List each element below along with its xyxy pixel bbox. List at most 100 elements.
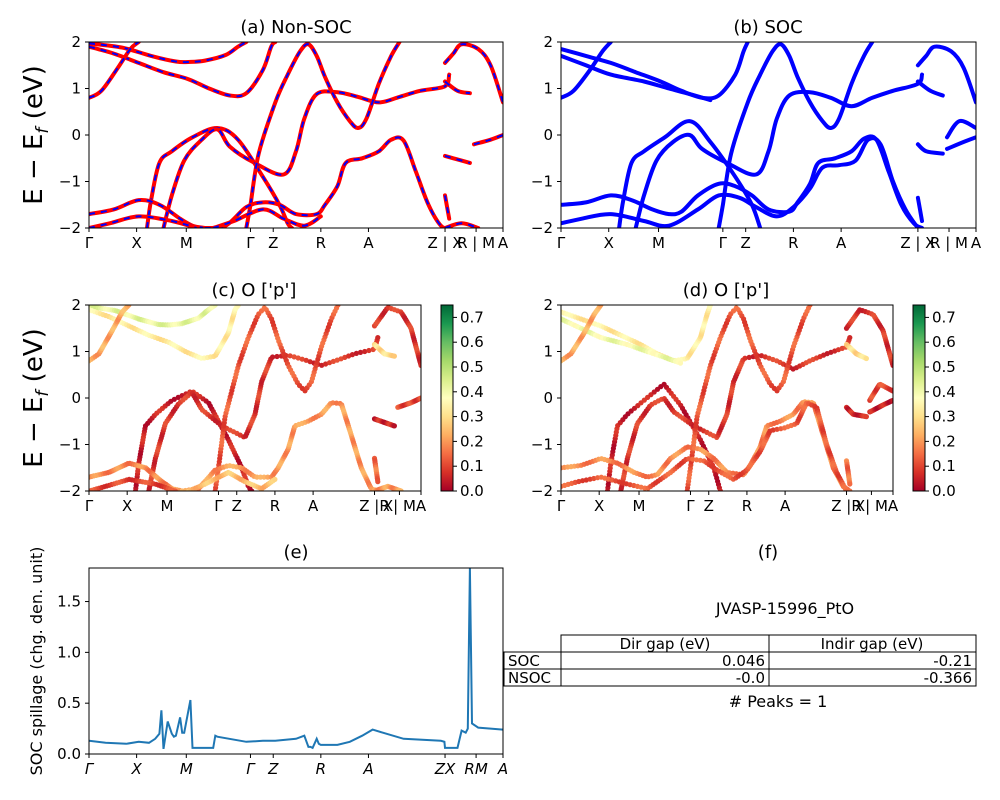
scatter-point bbox=[890, 397, 893, 403]
scatter-point bbox=[598, 305, 604, 308]
y-tick-label: −2 bbox=[59, 219, 81, 237]
band-line-overlay-9 bbox=[212, 208, 322, 228]
x-tick-label: M bbox=[633, 497, 646, 515]
table-row-label-soc: SOC bbox=[508, 652, 540, 670]
panel-a-title: (a) Non-SOC bbox=[240, 17, 351, 38]
scatter-point bbox=[287, 353, 293, 359]
table-header-indir: Indir gap (eV) bbox=[821, 635, 924, 653]
band-line-2 bbox=[561, 42, 613, 100]
x-tick-label: M bbox=[180, 760, 193, 778]
table-cell bbox=[768, 668, 977, 687]
spillage-line bbox=[89, 568, 503, 750]
scatter-point bbox=[847, 335, 853, 341]
band-line-7 bbox=[561, 136, 920, 228]
x-tick-label: A bbox=[888, 497, 899, 515]
colorbar-gradient bbox=[912, 304, 926, 492]
y-tick-label: 2 bbox=[543, 33, 553, 51]
scatter-point bbox=[303, 357, 309, 363]
bands bbox=[89, 42, 503, 228]
x-tick-label: M bbox=[180, 234, 193, 252]
scatter-point bbox=[249, 488, 255, 491]
band-line-overlay-0 bbox=[89, 42, 247, 64]
points bbox=[89, 305, 421, 491]
band-line-4 bbox=[161, 72, 452, 228]
x-tick-label: A bbox=[498, 234, 509, 252]
x-tick-label: Z bbox=[232, 497, 242, 515]
scatter-point bbox=[746, 354, 752, 360]
band-line-12 bbox=[945, 118, 976, 140]
scatter-point bbox=[418, 362, 421, 368]
x-tick-label: Γ bbox=[246, 760, 256, 778]
x-tick-label: A bbox=[971, 234, 982, 252]
scatter-point bbox=[742, 355, 748, 361]
scatter-point bbox=[291, 354, 297, 360]
y-tick-label: 1 bbox=[543, 80, 553, 98]
scatter-point bbox=[257, 474, 264, 480]
bands bbox=[561, 42, 976, 228]
y-tick-label: −1 bbox=[531, 173, 553, 191]
scatter-point bbox=[272, 476, 278, 482]
colorbar-tick-label: 0.3 bbox=[460, 408, 484, 426]
x-tick-label: R bbox=[316, 234, 326, 252]
scatter-point bbox=[274, 353, 280, 360]
y-tick-label: −1 bbox=[59, 436, 81, 454]
scatter-point bbox=[353, 350, 359, 356]
colorbar-tick-label: 0.2 bbox=[460, 432, 484, 450]
y-tick-label: 1.5 bbox=[57, 593, 81, 611]
y-tick-label: 2 bbox=[543, 296, 553, 314]
x-tick-label: A bbox=[416, 497, 427, 515]
band-line-overlay-12 bbox=[444, 80, 471, 95]
x-tick-label: R bbox=[270, 497, 280, 515]
y-tick-label: −2 bbox=[531, 219, 553, 237]
panel-a-ylabel: E − Ef (eV) bbox=[19, 65, 53, 205]
x-tick-label: R bbox=[742, 497, 752, 515]
y-tick-label: 0.5 bbox=[57, 694, 81, 712]
scatter-point bbox=[391, 353, 397, 359]
y-tick-label: 1 bbox=[71, 80, 81, 98]
x-tick-label: R bbox=[316, 760, 326, 778]
panel-c-ylabel: E − Ef (eV) bbox=[19, 328, 53, 468]
x-tick-label: Γ bbox=[246, 234, 255, 252]
table-cell-soc-indir: -0.21 bbox=[933, 652, 972, 670]
scatter-point bbox=[295, 355, 301, 361]
y-tick-label: 2 bbox=[71, 33, 81, 51]
colorbar-gradient bbox=[440, 304, 454, 492]
x-tick-label: R | M bbox=[930, 234, 968, 252]
x-tick-label: X bbox=[122, 497, 132, 515]
band-line-13 bbox=[443, 42, 503, 105]
y-tick-label: −1 bbox=[531, 436, 553, 454]
panel-e-ylabel: SOC spillage (chg. den. unit) bbox=[27, 547, 46, 776]
x-tick-label: Z bbox=[741, 234, 751, 252]
colorbar-tick-label: 0.0 bbox=[460, 482, 484, 500]
x-tick-label: Z bbox=[268, 234, 278, 252]
scatter-point bbox=[863, 414, 870, 420]
x-tick-label: A bbox=[497, 760, 508, 778]
colorbar-tick-label: 0.5 bbox=[932, 358, 956, 376]
points bbox=[561, 305, 893, 491]
colorbar-tick-label: 0.4 bbox=[932, 383, 956, 401]
band-line-overlay-5 bbox=[245, 42, 401, 228]
band-line-overlay-7 bbox=[89, 215, 197, 228]
x-tick-label: Γ bbox=[85, 760, 95, 778]
band-line-overlay-11 bbox=[444, 154, 471, 164]
band-line-4 bbox=[633, 72, 924, 228]
scatter-point bbox=[847, 481, 853, 487]
plot-frame bbox=[88, 567, 504, 755]
x-tick-label: Γ bbox=[214, 497, 223, 515]
y-tick-label: 0 bbox=[543, 126, 553, 144]
colorbar-tick-label: 0.1 bbox=[932, 457, 956, 475]
panel-f-gap-table: (f) JVASP-15996_PtO Dir gap (eV) Indir g… bbox=[503, 542, 977, 711]
x-tick-label: A bbox=[308, 497, 319, 515]
scatter-point bbox=[235, 305, 241, 308]
plot-e: 0.00.51.01.5Γ X M Γ Z R A ZX RM A bbox=[57, 567, 508, 778]
band-line-1 bbox=[89, 42, 278, 99]
x-tick-label: RM bbox=[464, 760, 487, 778]
x-tick-label: Γ bbox=[85, 234, 94, 252]
x-tick-label: A bbox=[363, 234, 374, 252]
